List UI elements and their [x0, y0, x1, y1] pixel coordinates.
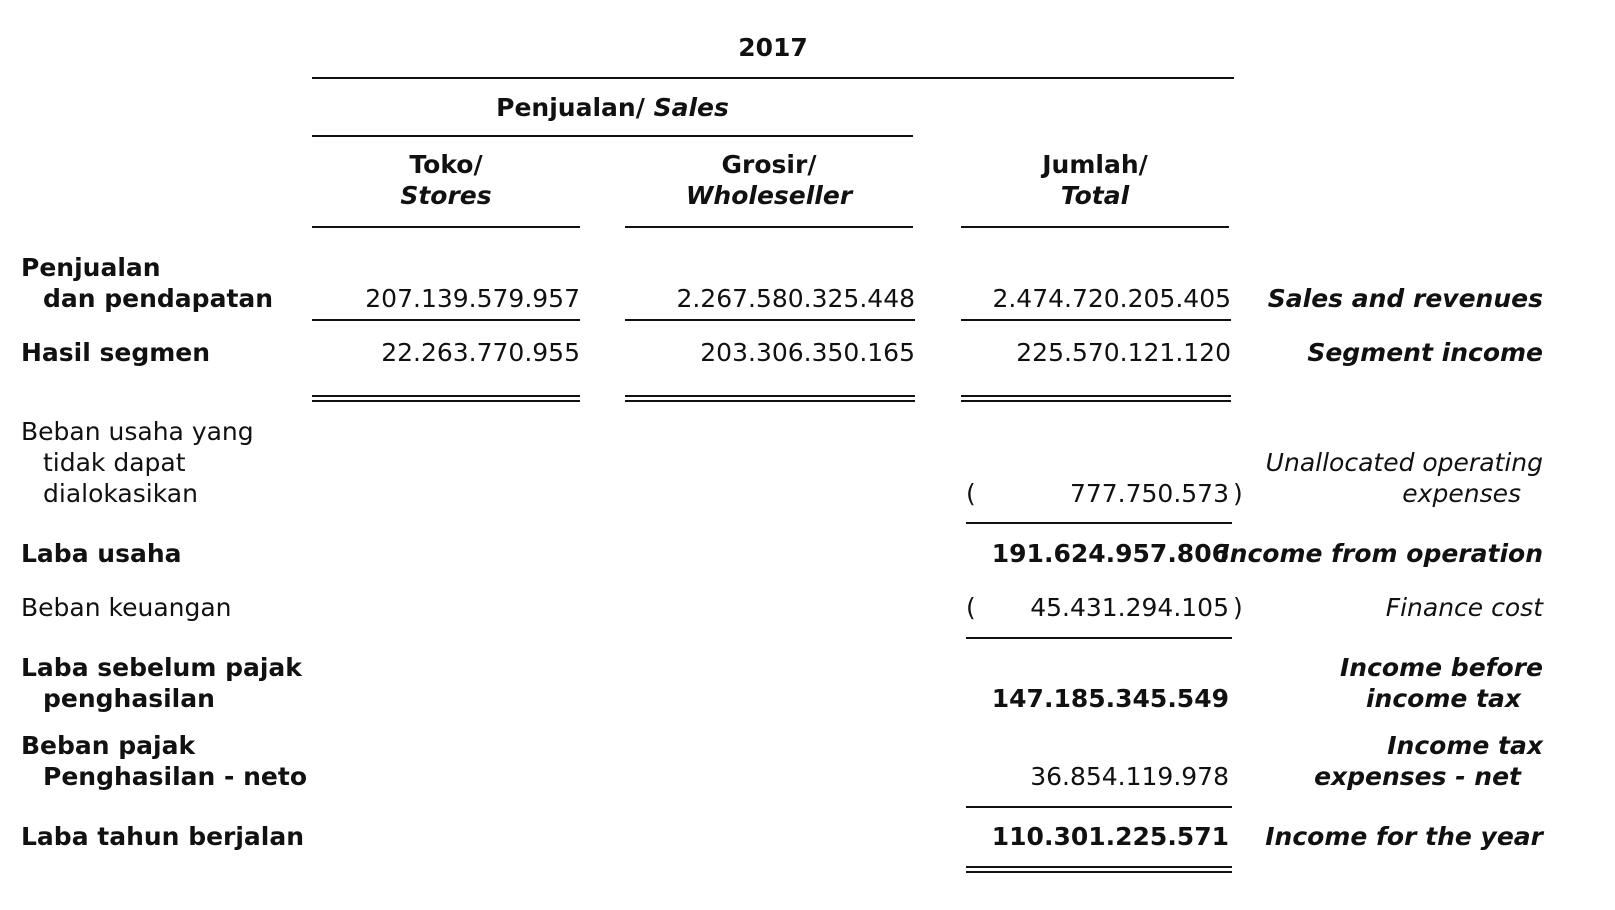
- year-income-total-value: 110.301.225.571: [991, 822, 1229, 851]
- sales-label-id: Penjualan dan pendapatan: [21, 252, 273, 314]
- sales-group-label: Penjualan/: [496, 93, 645, 122]
- tax-label-en: Income tax expenses - net: [1314, 730, 1543, 792]
- sales-label-en: Sales and revenues: [1267, 284, 1543, 313]
- year-heading: 2017: [738, 33, 808, 62]
- segment-stores-double-rule: [312, 395, 580, 402]
- unallocated-label-en-line2: expenses: [1402, 479, 1521, 508]
- segment-total-value: 225.570.121.120: [1016, 338, 1231, 367]
- finance-total-rule: [966, 637, 1232, 639]
- unallocated-label-line1: Beban usaha yang: [21, 417, 254, 446]
- finance-label-en: Finance cost: [1385, 593, 1543, 622]
- finance-label-id: Beban keuangan: [21, 593, 232, 622]
- unallocated-paren-open: (: [966, 479, 976, 508]
- sales-group-label-en: Sales: [653, 93, 729, 122]
- unallocated-total-value: 777.750.573: [1069, 479, 1229, 508]
- column-header-stores: Toko/ Stores: [312, 149, 580, 211]
- tax-label-en-line1: Income tax: [1387, 731, 1543, 760]
- year-income-label-id: Laba tahun berjalan: [21, 822, 305, 851]
- before-tax-label-id: Laba sebelum pajak penghasilan: [21, 652, 302, 714]
- segment-total-double-rule: [961, 395, 1231, 402]
- year-income-label-en: Income for the year: [1265, 822, 1543, 851]
- sales-stores-value: 207.139.579.957: [365, 284, 580, 313]
- tax-label-line2: Penghasilan - neto: [43, 762, 307, 791]
- column-total-en: Total: [1060, 181, 1130, 210]
- before-tax-label-en-line2: income tax: [1365, 684, 1521, 713]
- column-stores-id: Toko/: [409, 150, 483, 179]
- sales-total-rule: [961, 319, 1231, 321]
- before-tax-label-en-line1: Income before: [1340, 653, 1543, 682]
- column-wholeseller-en: Wholeseller: [685, 181, 853, 210]
- unallocated-paren-close: ): [1233, 479, 1243, 508]
- unallocated-label-en: Unallocated operating expenses: [1266, 447, 1543, 509]
- tax-total-rule: [966, 806, 1232, 808]
- before-tax-label-line1: Laba sebelum pajak: [21, 653, 302, 682]
- finance-paren-open: (: [966, 593, 976, 622]
- segment-label-id: Hasil segmen: [21, 338, 211, 367]
- unallocated-total-rule: [966, 522, 1232, 524]
- stores-header-rule: [312, 226, 580, 228]
- sales-group-rule: [312, 135, 913, 137]
- sales-wholeseller-value: 2.267.580.325.448: [676, 284, 915, 313]
- segment-stores-value: 22.263.770.955: [381, 338, 580, 367]
- sales-label-line1: Penjualan: [21, 253, 161, 282]
- unallocated-label-id: Beban usaha yang tidak dapat dialokasika…: [21, 416, 254, 509]
- column-stores-en: Stores: [400, 181, 492, 210]
- column-total-id: Jumlah/: [1042, 150, 1148, 179]
- sales-label-line2: dan pendapatan: [43, 284, 274, 313]
- column-wholeseller-id: Grosir/: [721, 150, 817, 179]
- before-tax-total-value: 147.185.345.549: [991, 684, 1229, 713]
- before-tax-label-en: Income before income tax: [1340, 652, 1543, 714]
- unallocated-label-line3: dialokasikan: [43, 479, 198, 508]
- total-header-rule: [961, 226, 1229, 228]
- segment-wholeseller-value: 203.306.350.165: [700, 338, 915, 367]
- sales-stores-rule: [312, 319, 580, 321]
- finance-total-value: 45.431.294.105: [1030, 593, 1229, 622]
- header-rule: [312, 77, 1234, 79]
- tax-label-line1: Beban pajak: [21, 731, 196, 760]
- tax-label-id: Beban pajak Penghasilan - neto: [21, 730, 307, 792]
- operation-total-value: 191.624.957.806: [991, 539, 1229, 568]
- sales-wholeseller-rule: [625, 319, 915, 321]
- operation-label-id: Laba usaha: [21, 539, 182, 568]
- segment-wholeseller-double-rule: [625, 395, 915, 402]
- column-header-wholeseller: Grosir/ Wholeseller: [625, 149, 913, 211]
- wholeseller-header-rule: [625, 226, 913, 228]
- operation-label-en: Income from operation: [1220, 539, 1543, 568]
- finance-paren-close: ): [1233, 593, 1243, 622]
- year-income-double-rule: [966, 866, 1232, 873]
- column-header-total: Jumlah/ Total: [961, 149, 1229, 211]
- tax-total-value: 36.854.119.978: [1030, 762, 1229, 791]
- unallocated-label-line2: tidak dapat: [43, 448, 186, 477]
- tax-label-en-line2: expenses - net: [1314, 762, 1521, 791]
- before-tax-label-line2: penghasilan: [43, 684, 215, 713]
- sales-total-value: 2.474.720.205.405: [992, 284, 1231, 313]
- unallocated-label-en-line1: Unallocated operating: [1265, 448, 1543, 477]
- sales-group-heading: Penjualan/ Sales: [312, 92, 913, 123]
- segment-label-en: Segment income: [1307, 338, 1543, 367]
